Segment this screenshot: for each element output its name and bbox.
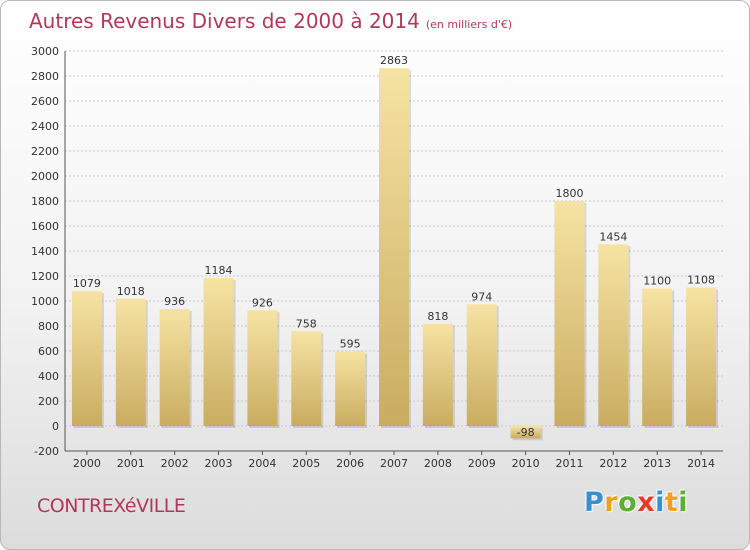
- x-tick-label: 2004: [248, 457, 276, 470]
- bar: [115, 298, 146, 426]
- x-tick-label: 2002: [161, 457, 189, 470]
- x-tick-label: 2009: [468, 457, 496, 470]
- data-label: 1079: [73, 277, 101, 290]
- y-tick-label: 1800: [31, 195, 59, 208]
- data-label: 1108: [687, 274, 715, 287]
- data-label: 595: [340, 338, 361, 351]
- logo-letter: i: [655, 487, 665, 518]
- x-tick-label: 2014: [687, 457, 715, 470]
- data-label: 1454: [599, 230, 627, 243]
- proxiti-logo: Proxiti: [584, 487, 688, 518]
- title-text: Autres Revenus Divers de 2000 à 2014: [29, 9, 420, 33]
- logo-letter: o: [618, 487, 638, 518]
- data-label: 1100: [643, 275, 671, 288]
- y-tick-label: 1200: [31, 270, 59, 283]
- y-tick-label: 2800: [31, 70, 59, 83]
- bar: [686, 287, 717, 426]
- bar: [335, 351, 366, 426]
- x-tick-label: 2001: [117, 457, 145, 470]
- bar: [159, 309, 190, 426]
- x-tick-label: 2011: [555, 457, 583, 470]
- data-label: 818: [427, 310, 448, 323]
- bar: [510, 426, 541, 439]
- x-tick-label: 2013: [643, 457, 671, 470]
- y-tick-label: 1600: [31, 220, 59, 233]
- city-name: CONTREXéVILLE: [37, 495, 186, 517]
- logo-letter: P: [584, 487, 605, 518]
- data-label: 1184: [205, 264, 233, 277]
- y-tick-label: 2200: [31, 145, 59, 158]
- logo-letter: i: [678, 487, 689, 518]
- bar: [422, 323, 453, 426]
- x-tick-label: 2005: [292, 457, 320, 470]
- data-label: 974: [471, 290, 492, 303]
- data-label: 926: [252, 296, 273, 309]
- bar: [598, 244, 629, 426]
- bar: [554, 201, 585, 426]
- x-tick-label: 2010: [512, 457, 540, 470]
- logo-letter: x: [637, 487, 656, 518]
- x-tick-label: 2008: [424, 457, 452, 470]
- data-label: 758: [296, 317, 317, 330]
- x-tick-label: 2006: [336, 457, 364, 470]
- logo-letter: r: [604, 487, 619, 518]
- y-tick-label: 0: [52, 420, 59, 433]
- logo-letter: t: [664, 487, 679, 518]
- y-tick-label: 600: [38, 345, 59, 358]
- data-label: 1800: [555, 187, 583, 200]
- x-tick-label: 2007: [380, 457, 408, 470]
- bar: [247, 310, 278, 426]
- y-tick-label: 1000: [31, 295, 59, 308]
- bar: [379, 68, 409, 426]
- y-tick-label: 1400: [31, 245, 59, 258]
- bar: [642, 288, 673, 426]
- bar: [71, 291, 102, 426]
- chart-subtitle: (en milliers d'€): [425, 18, 513, 31]
- y-tick-label: 800: [38, 320, 59, 333]
- x-tick-label: 2000: [73, 457, 101, 470]
- y-tick-label: 400: [38, 370, 59, 383]
- x-tick-label: 2012: [599, 457, 627, 470]
- y-tick-label: -200: [34, 445, 59, 458]
- data-label: 936: [164, 295, 185, 308]
- chart-title: Autres Revenus Divers de 2000 à 2014 (en …: [29, 9, 512, 33]
- y-tick-label: 3000: [31, 45, 59, 58]
- y-tick-label: 200: [38, 395, 59, 408]
- x-tick-label: 2003: [205, 457, 233, 470]
- data-label: 1018: [117, 285, 145, 298]
- data-label: -98: [517, 426, 535, 439]
- bar: [291, 331, 322, 426]
- y-tick-label: 2000: [31, 170, 59, 183]
- data-label: 2863: [380, 54, 408, 67]
- y-tick-label: 2600: [31, 95, 59, 108]
- bar: [203, 278, 234, 426]
- bar: [466, 304, 497, 426]
- y-tick-label: 2400: [31, 120, 59, 133]
